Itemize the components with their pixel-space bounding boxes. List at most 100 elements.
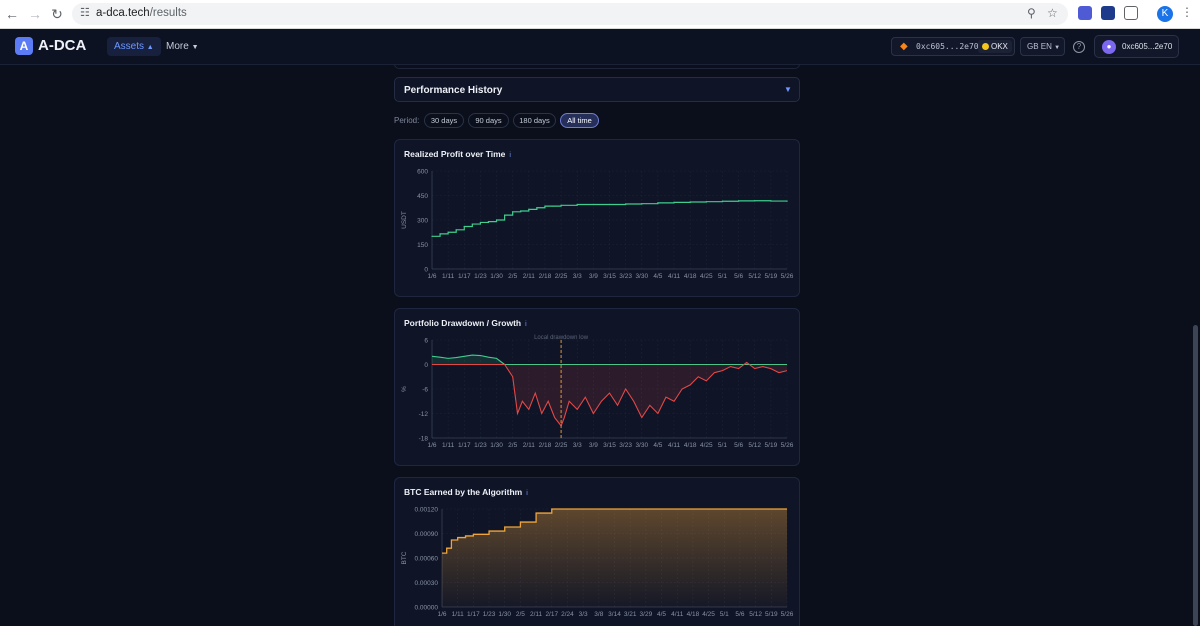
x-tick-label: 2/25	[555, 442, 568, 449]
x-tick-label: 5/6	[734, 442, 743, 449]
info-icon[interactable]: i	[525, 321, 527, 328]
drawdown-area	[504, 362, 787, 426]
x-tick-label: 3/8	[594, 611, 603, 618]
data-point	[737, 200, 740, 202]
btc-earned-chart[interactable]: 0.00000 0.00030 0.00060 0.00090 0.00120 1/6 1/…	[395, 478, 799, 626]
x-tick-label: 5/12	[748, 442, 761, 449]
data-point	[625, 203, 627, 205]
annotation-label: Local drawdown low	[534, 335, 589, 341]
x-tick-label: 1/6	[437, 611, 446, 618]
profile-avatar[interactable]: K	[1157, 6, 1173, 22]
realized-profit-card: Realized Profit over Time i 0 150 300 450 600…	[394, 139, 800, 297]
x-tick-label: 5/19	[765, 273, 778, 280]
y-tick-label: 0	[424, 267, 428, 274]
reload-icon[interactable]: ↻	[51, 6, 63, 22]
period-180-days[interactable]: 180 days	[513, 113, 556, 128]
y-tick-label: 600	[417, 169, 428, 176]
x-tick-label: 3/30	[635, 273, 648, 280]
data-point	[520, 210, 522, 212]
chevron-down-icon: ▼	[191, 44, 199, 51]
info-icon[interactable]: i	[509, 152, 511, 159]
y-tick-label: -6	[422, 387, 428, 394]
help-icon[interactable]: ?	[1073, 41, 1085, 53]
user-avatar-icon: ●	[1102, 40, 1116, 54]
back-icon[interactable]: ←	[5, 6, 19, 22]
y-axis-label: BTC	[401, 551, 408, 564]
extension-icon[interactable]	[1101, 6, 1115, 20]
network-badge[interactable]: OKX	[978, 40, 1012, 53]
page-scrollbar[interactable]	[1193, 325, 1198, 626]
data-point	[673, 201, 675, 203]
period-90-days[interactable]: 90 days	[468, 113, 509, 128]
site-settings-icon[interactable]: ☷	[80, 7, 90, 19]
account-button[interactable]: ● 0xc605...2e70	[1094, 35, 1179, 58]
period-30-days[interactable]: 30 days	[424, 113, 464, 128]
nav-assets-menu[interactable]: Assets ▲	[107, 37, 161, 56]
x-tick-label: 2/5	[508, 442, 517, 449]
x-tick-label: 5/6	[734, 273, 743, 280]
x-tick-label: 4/11	[668, 442, 681, 449]
x-tick-label: 1/11	[452, 611, 465, 618]
previous-card-edge	[394, 64, 800, 69]
data-point	[495, 219, 498, 221]
card-title: Realized Profit over Time i	[404, 149, 511, 159]
x-tick-label: 1/30	[490, 442, 503, 449]
zoom-icon[interactable]: ⚲	[1027, 6, 1036, 20]
drawdown-chart[interactable]: -18 -12 -6 0 6 1/6 1/11 1/17 1/23 1/30 2/5 2/11 2/18…	[395, 309, 799, 465]
y-tick-label: 0.00000	[415, 605, 439, 612]
data-point	[544, 205, 546, 207]
drawdown-line	[504, 361, 788, 427]
data-point	[608, 203, 611, 206]
x-tick-label: 3/29	[640, 611, 653, 618]
nav-more-menu[interactable]: More ▼	[166, 41, 199, 52]
y-tick-label: 0.00060	[415, 556, 439, 563]
x-tick-label: 5/12	[749, 611, 762, 618]
wallet-connection[interactable]: ◆ 0xc605...2e70 OKX	[891, 37, 1015, 56]
x-tick-label: 3/14	[608, 611, 621, 618]
x-tick-label: 1/11	[442, 442, 455, 449]
performance-history-header[interactable]: Performance History ▼	[394, 77, 800, 102]
x-tick-label: 3/9	[589, 442, 598, 449]
data-point	[504, 214, 506, 216]
x-tick-label: 3/3	[573, 442, 582, 449]
data-point	[754, 200, 756, 202]
x-tick-label: 5/26	[781, 442, 794, 449]
bookmark-star-icon[interactable]: ☆	[1047, 6, 1058, 20]
puzzle-icon[interactable]	[1124, 6, 1138, 20]
language-selector[interactable]: GB EN ▼	[1020, 37, 1065, 56]
browser-menu-icon[interactable]: ⋮	[1181, 5, 1193, 19]
forward-icon[interactable]: →	[28, 6, 42, 22]
data-point	[689, 201, 691, 203]
x-tick-label: 3/3	[573, 273, 582, 280]
x-tick-label: 5/1	[718, 273, 727, 280]
logo-icon[interactable]: A	[15, 37, 33, 55]
data-point	[447, 231, 449, 233]
data-point	[439, 233, 441, 235]
x-tick-label: 3/15	[603, 442, 616, 449]
x-tick-label: 2/11	[523, 442, 536, 449]
url-text[interactable]: a-dca.tech/results	[96, 7, 187, 19]
app-name[interactable]: A-DCA	[38, 37, 87, 54]
x-tick-label: 5/6	[735, 611, 744, 618]
x-tick-label: 5/19	[765, 611, 778, 618]
collapse-caret-icon[interactable]: ▼	[784, 85, 792, 94]
info-icon[interactable]: i	[526, 490, 528, 497]
y-tick-label: 0.00030	[415, 580, 439, 587]
period-all-time[interactable]: All time	[560, 113, 599, 128]
y-tick-label: 150	[417, 242, 428, 249]
drawdown-card: Portfolio Drawdown / Growth i -18 -12 -6 0 6 1…	[394, 308, 800, 466]
x-tick-label: 5/26	[781, 273, 794, 280]
account-address: 0xc605...2e70	[1122, 42, 1173, 51]
data-point	[770, 200, 772, 202]
y-tick-label: -18	[419, 436, 429, 443]
x-tick-label: 3/9	[589, 273, 598, 280]
x-tick-label: 5/1	[718, 442, 727, 449]
extension-icon[interactable]	[1078, 6, 1092, 20]
data-point	[576, 203, 578, 206]
btc-area	[442, 509, 787, 607]
y-tick-label: 0.00090	[415, 531, 439, 538]
btc-earned-card: BTC Earned by the Algorithm i 0.00000 0.00…	[394, 477, 800, 626]
address-bar[interactable]: ☷ a-dca.tech/results ⚲ ☆	[72, 3, 1068, 25]
data-point	[479, 221, 482, 224]
